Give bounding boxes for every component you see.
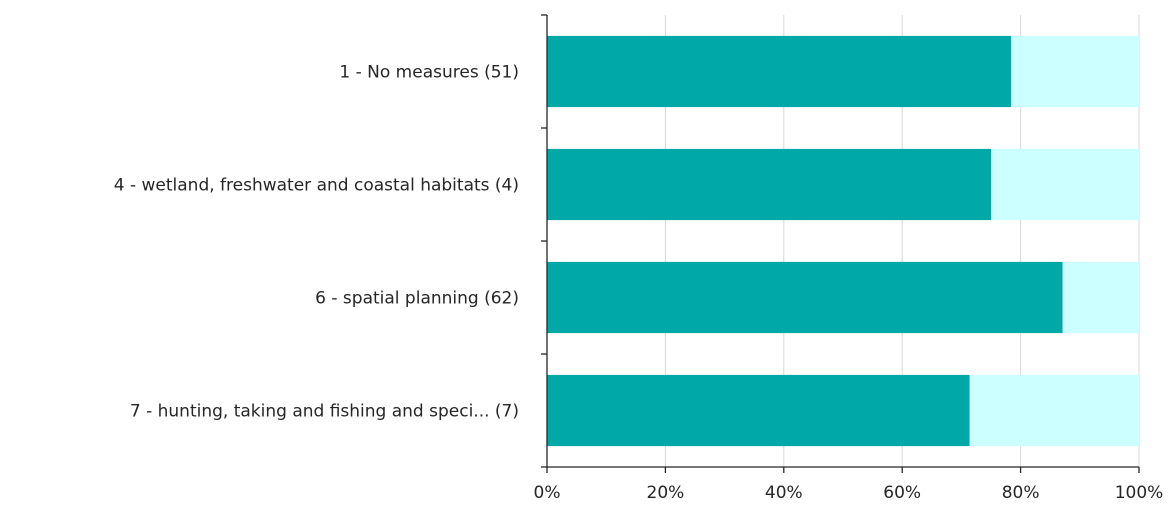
bar-segment-2 bbox=[991, 148, 1139, 221]
bar-segment-1 bbox=[547, 35, 1012, 108]
x-tick-label: 40% bbox=[765, 483, 803, 503]
bar-segment-2 bbox=[1062, 261, 1139, 334]
bars bbox=[547, 35, 1139, 447]
category-label: 1 - No measures (51) bbox=[339, 63, 519, 83]
labels: 0% 20% 40% 60% 80% 100% 1 - No measures (51) 4 … bbox=[114, 63, 1164, 504]
x-tick-label: 100% bbox=[1115, 483, 1164, 503]
bar-segment-2 bbox=[1011, 35, 1139, 108]
bar-segment-1 bbox=[547, 148, 991, 221]
bar-segment-2 bbox=[969, 374, 1139, 447]
bar-segment-1 bbox=[547, 261, 1063, 334]
category-label: 6 - spatial planning (62) bbox=[315, 289, 519, 309]
category-label: 4 - wetland, freshwater and coastal habi… bbox=[114, 176, 519, 196]
x-tick-label: 80% bbox=[1002, 483, 1040, 503]
x-tick-label: 60% bbox=[883, 483, 921, 503]
axes bbox=[541, 14, 1140, 473]
x-tick-label: 20% bbox=[647, 483, 685, 503]
bar-segment-1 bbox=[547, 374, 970, 447]
category-label: 7 - hunting, taking and fishing and spec… bbox=[130, 402, 519, 422]
x-tick-label: 0% bbox=[534, 483, 561, 503]
